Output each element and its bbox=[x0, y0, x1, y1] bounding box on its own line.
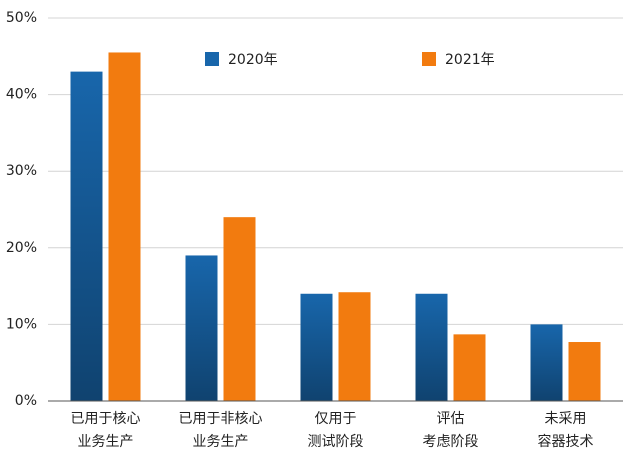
y-tick-label: 50% bbox=[6, 10, 37, 26]
x-tick-label: 业务生产 bbox=[193, 434, 249, 450]
legend-swatch bbox=[422, 52, 436, 66]
bar bbox=[453, 334, 486, 401]
bar bbox=[530, 324, 563, 401]
bar bbox=[108, 52, 141, 401]
y-tick-label: 30% bbox=[6, 163, 37, 179]
bar bbox=[185, 255, 218, 401]
bar bbox=[415, 293, 448, 401]
y-tick-label: 10% bbox=[6, 316, 37, 332]
y-tick-label: 20% bbox=[6, 240, 37, 256]
legend-swatch bbox=[205, 52, 219, 66]
x-tick-label: 仅用于 bbox=[315, 411, 357, 427]
y-tick-label: 40% bbox=[6, 87, 37, 103]
x-tick-label: 已用于核心 bbox=[71, 411, 141, 427]
bar bbox=[338, 292, 371, 401]
x-tick-label: 测试阶段 bbox=[308, 434, 364, 450]
x-tick-label: 考虑阶段 bbox=[423, 434, 479, 450]
x-tick-label: 已用于非核心 bbox=[179, 411, 263, 427]
x-tick-label: 未采用 bbox=[545, 411, 587, 427]
x-tick-label: 业务生产 bbox=[78, 434, 134, 450]
bar bbox=[70, 71, 103, 402]
x-tick-label: 评估 bbox=[437, 411, 465, 427]
bar bbox=[223, 217, 256, 401]
x-tick-label: 容器技术 bbox=[538, 433, 594, 450]
bar bbox=[300, 293, 333, 401]
legend-label: 2021年 bbox=[445, 52, 495, 68]
legend-label: 2020年 bbox=[228, 52, 278, 68]
bar bbox=[568, 342, 601, 401]
y-tick-label: 0% bbox=[15, 393, 37, 409]
